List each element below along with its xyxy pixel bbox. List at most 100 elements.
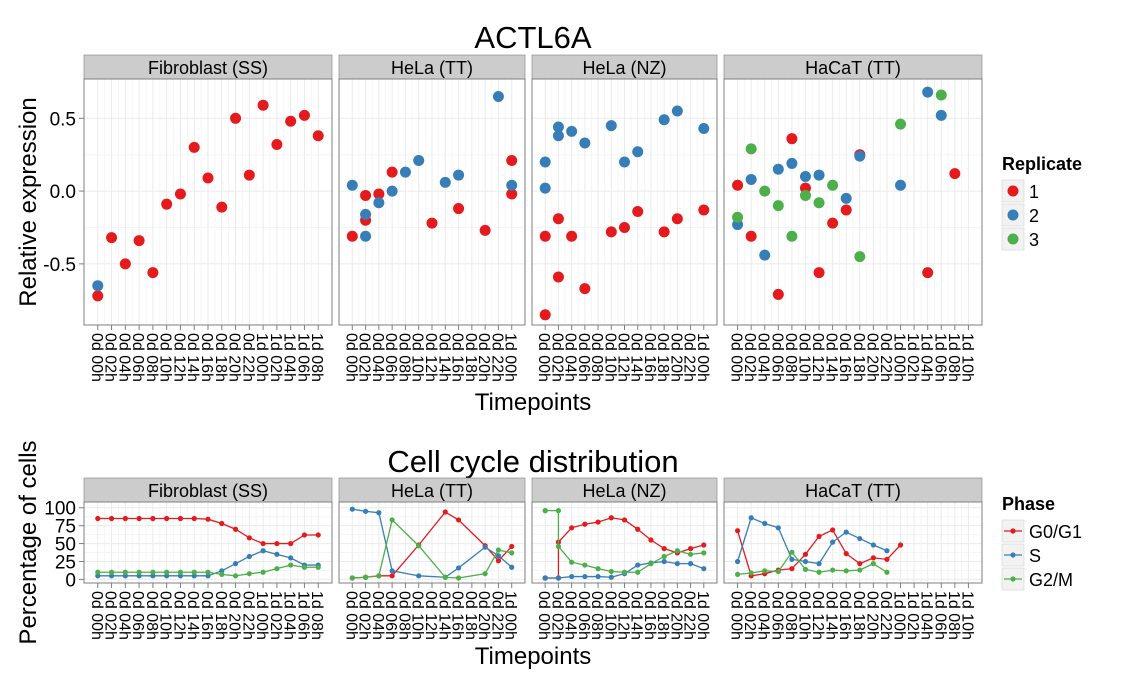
x-tick-label: 1d 02h (267, 333, 284, 382)
data-point (542, 508, 548, 514)
y-tick-label: 50 (55, 535, 76, 556)
data-point (648, 537, 654, 543)
x-tick-label: 0d 22h (877, 591, 894, 640)
data-point (582, 573, 588, 580)
data-point (506, 188, 518, 200)
x-tick-label: 1d 00h (502, 333, 519, 382)
data-point (632, 146, 644, 158)
x-tick-label: 0d 06h (768, 333, 785, 382)
data-point (349, 506, 355, 512)
data-point (813, 267, 825, 279)
data-point (605, 226, 617, 238)
facet-label: Fibroblast (SS) (148, 481, 268, 501)
data-point (260, 540, 266, 547)
data-point (830, 567, 836, 573)
chart-relative-expression: ACTL6A Relative expression -0.5 0.0 0.5 Timep… (15, 20, 1082, 416)
data-point (150, 573, 156, 579)
x-tick-label: 1d 06h (931, 333, 948, 382)
data-point (219, 571, 225, 577)
data-point (555, 575, 562, 581)
data-point (399, 166, 411, 178)
x-tick-label: 0d 06h (768, 591, 785, 640)
y-tick-label: 25 (55, 552, 76, 573)
x-tick-label: 0d 22h (681, 591, 698, 640)
data-point (205, 569, 211, 575)
legend-label: 2 (1029, 206, 1039, 226)
x-tick-label: 0d 04h (562, 591, 579, 640)
data-point (232, 526, 239, 532)
data-point (671, 213, 683, 225)
data-point (661, 553, 667, 560)
facet-label: HeLa (NZ) (582, 481, 666, 501)
data-point (701, 566, 707, 572)
data-point (569, 525, 575, 531)
data-point (539, 156, 551, 168)
chart-cell-cycle-distribution: Cell cycle distribution Percentage of cel… (15, 440, 1082, 670)
data-point (884, 569, 890, 575)
data-point (648, 561, 654, 567)
data-point (701, 542, 707, 548)
data-point (827, 179, 839, 191)
x-tick-label: 0d 16h (449, 591, 466, 640)
x-tick-label: 0d 12h (170, 333, 187, 382)
data-point (870, 555, 876, 561)
x-tick-label: 0d 04h (115, 333, 132, 382)
data-point (122, 515, 128, 522)
data-point (147, 267, 159, 279)
data-point (164, 573, 170, 579)
data-point (734, 571, 741, 577)
data-point (661, 558, 667, 565)
data-point (621, 517, 628, 523)
x-tick-label: 0d 06h (382, 333, 399, 382)
data-point (802, 558, 809, 565)
data-point (698, 122, 710, 134)
x-tick-label: 0d 18h (212, 591, 229, 640)
x-tick-label: 0d 16h (198, 591, 215, 640)
x-tick-label: 0d 14h (628, 591, 645, 640)
data-point (315, 564, 321, 570)
data-point (164, 515, 170, 522)
data-point (136, 515, 142, 522)
data-point (843, 568, 849, 574)
panel-border (723, 78, 983, 326)
legend-marker (1010, 576, 1016, 582)
panel-border (531, 501, 718, 584)
x-tick-label: 0d 10h (157, 591, 174, 640)
x-tick-label: 0d 10h (409, 333, 426, 382)
x-tick-label: 1d 10h (958, 591, 975, 640)
x-tick-label: 0d 22h (877, 333, 894, 382)
data-point (122, 569, 128, 575)
data-point (174, 188, 186, 200)
data-point (748, 515, 754, 521)
x-tick-label: 0d 10h (795, 333, 812, 382)
data-point (453, 169, 465, 181)
data-point (191, 515, 197, 522)
x-tick-label: 0d 20h (475, 591, 492, 640)
x-tick-label: 0d 08h (143, 591, 160, 640)
x-tick-label: 0d 02h (548, 333, 565, 382)
data-point (789, 549, 795, 555)
data-point (542, 575, 548, 581)
x-tick-label: 1d 08h (945, 333, 962, 382)
data-point (762, 568, 768, 574)
facet-strip (338, 54, 526, 80)
x-tick-label: 1d 06h (931, 591, 948, 640)
data-point (246, 535, 252, 541)
data-point (813, 169, 825, 181)
x-tick-label: 0d 22h (239, 333, 256, 382)
facet-strip (531, 477, 718, 503)
x-tick-label: 0d 14h (184, 591, 201, 640)
data-point (895, 118, 907, 130)
x-tick-label: 0d 12h (615, 333, 632, 382)
data-point (95, 515, 101, 522)
data-point (687, 561, 694, 567)
data-point (346, 230, 358, 242)
data-point (136, 569, 142, 575)
data-point (539, 309, 551, 321)
x-tick-label: 0d 00h (728, 591, 745, 640)
data-point (658, 226, 670, 238)
